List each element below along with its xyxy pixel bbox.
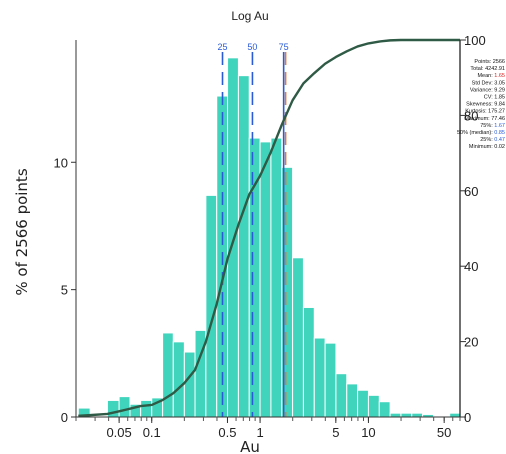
histogram-bar — [237, 75, 250, 418]
stat-label: 50% (median): — [457, 130, 494, 136]
histogram-bar — [227, 57, 239, 418]
stat-value: 9.29 — [494, 87, 505, 93]
stat-value: 0.85 — [494, 130, 505, 136]
y2-tick-label: 40 — [464, 259, 478, 274]
stat-entry: Kurtosis: 175.27 — [465, 109, 505, 115]
stat-value: 4242.91 — [485, 66, 505, 72]
histogram-bar — [140, 399, 153, 418]
histogram-bar — [367, 394, 380, 418]
y2-tick-label: 60 — [464, 184, 478, 199]
stat-label: 75%: — [480, 123, 494, 129]
histogram-bar — [172, 341, 185, 418]
stat-entry: Std Dev: 3.05 — [472, 80, 505, 86]
x-tick-label: 10 — [361, 425, 375, 440]
stat-value: 175.27 — [488, 109, 505, 115]
stat-entry: Mean: 1.65 — [477, 73, 505, 79]
x-tick-label: 0.5 — [218, 425, 236, 440]
stat-value: 1.85 — [494, 95, 505, 101]
stat-entry: 25%: 0.47 — [480, 137, 505, 143]
percentile-label: 75 — [279, 42, 289, 52]
y2-tick-label: 0 — [464, 410, 471, 425]
stat-value: 0.02 — [494, 144, 505, 150]
stat-entry: Maximum: 77.46 — [464, 116, 505, 122]
y-tick-label: 10 — [54, 155, 68, 170]
stat-label: Variance: — [470, 87, 494, 93]
cumulative-curve-group — [78, 38, 460, 418]
percentile-label: 50 — [247, 42, 257, 52]
stat-value: 0.47 — [494, 137, 505, 143]
stat-label: Mean: — [477, 73, 494, 79]
stat-label: 25%: — [480, 137, 494, 143]
y-tick-label: 0 — [61, 410, 68, 425]
histogram-bar — [400, 412, 413, 418]
x-tick-label: 5 — [332, 425, 339, 440]
histogram-bar — [389, 412, 402, 418]
stat-label: Points: — [474, 59, 492, 65]
histogram-bar — [270, 137, 283, 418]
cumulative-curve-line — [78, 38, 460, 418]
stat-entry: CV: 1.85 — [484, 95, 505, 101]
histogram-bar — [335, 373, 348, 418]
histogram-bar — [118, 396, 131, 418]
stat-entry: Variance: 9.29 — [470, 87, 505, 93]
x-axis-title: Au — [240, 438, 260, 454]
histogram-bar — [324, 342, 337, 418]
stat-label: Skewness: — [466, 102, 494, 108]
y-ticks-group: 0 5 10 — [54, 155, 76, 425]
x-tick-label: 50 — [437, 425, 451, 440]
y-axis-title: % of 2566 points — [13, 168, 31, 295]
stat-entry: Total: 4242.91 — [470, 66, 505, 72]
stat-value: 1.65 — [494, 73, 505, 79]
x-tick-label: 0.1 — [143, 425, 161, 440]
stat-label: Std Dev: — [472, 80, 495, 86]
x-tick-label: 1 — [256, 425, 263, 440]
y2-tick-label: 80 — [464, 108, 478, 123]
stat-entry: Skewness: 9.84 — [466, 102, 505, 108]
stat-entry: Minimum: 0.02 — [469, 144, 505, 150]
stat-label: Kurtosis: — [465, 109, 488, 115]
stat-entry: 75%: 1.67 — [480, 123, 505, 129]
histogram-bar — [162, 332, 174, 418]
chart-title: Log Au — [231, 9, 268, 23]
histogram-bar — [313, 337, 326, 418]
histogram-bar — [357, 389, 369, 418]
histogram-bar — [449, 412, 461, 418]
y2-ticks-group: 0 20 40 60 80 100 — [460, 33, 486, 425]
stat-label: CV: — [484, 95, 495, 101]
stat-value: 77.46 — [491, 116, 505, 122]
stat-value: 1.67 — [494, 123, 505, 129]
histogram-bar — [292, 257, 304, 418]
histogram-bar — [346, 383, 359, 418]
stat-value: 9.84 — [494, 102, 505, 108]
percentile-lines-group: 25 50 75 — [218, 42, 289, 417]
histogram-bar — [302, 306, 315, 418]
bars-group — [77, 57, 461, 418]
stat-label: Maximum: — [464, 116, 491, 122]
stat-label: Total: — [470, 66, 485, 72]
stat-value: 2566 — [493, 59, 505, 65]
histogram-bar — [183, 351, 196, 418]
histogram-bar — [259, 141, 272, 418]
percentile-label: 25 — [218, 42, 228, 52]
y-tick-label: 5 — [61, 283, 68, 298]
stat-label: Minimum: — [469, 144, 494, 150]
x-ticks-group: 0.05 0.1 0.5 1 5 10 50 — [75, 417, 461, 440]
x-tick-label: 0.05 — [106, 425, 131, 440]
stat-entry: 50% (median): 0.85 — [457, 130, 505, 136]
stat-value: 3.05 — [494, 80, 505, 86]
stat-entry: Points: 2566 — [474, 59, 505, 65]
histogram-bar — [378, 401, 391, 418]
histogram-bar — [411, 412, 424, 418]
y2-tick-label: 100 — [464, 33, 486, 48]
y2-tick-label: 20 — [464, 335, 478, 350]
